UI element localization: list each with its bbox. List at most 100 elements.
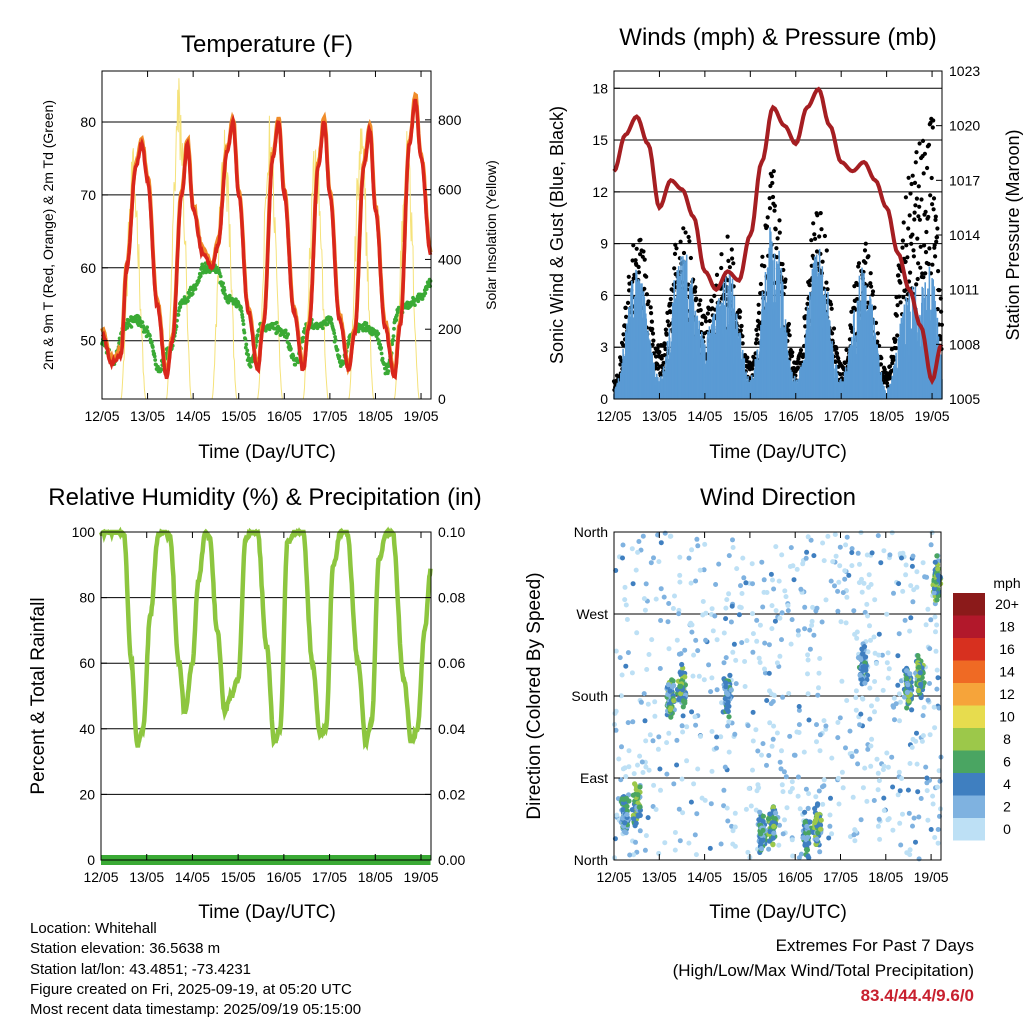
- direction-point: [636, 539, 642, 544]
- direction-point: [730, 545, 736, 550]
- winds-ytick-label-right: 1023: [949, 63, 980, 79]
- station-latlon: Station lat/lon: 43.4851; -73.4231: [30, 960, 252, 978]
- direction-point: [770, 842, 776, 848]
- temperature-ytick-label-left: 70: [80, 187, 96, 203]
- direction-point: [640, 533, 646, 539]
- direction-point: [652, 699, 658, 705]
- direction-point: [860, 651, 866, 657]
- direction-point: [885, 650, 891, 656]
- dewpoint-point: [333, 335, 337, 339]
- gust-point: [932, 243, 937, 248]
- gust-point: [817, 234, 822, 239]
- recent-timestamp: Most recent data timestamp: 2025/09/19 0…: [30, 1001, 362, 1019]
- direction-point: [678, 691, 684, 697]
- direction-point: [713, 582, 719, 587]
- gust-point: [877, 343, 882, 348]
- direction-point: [779, 610, 785, 616]
- dewpoint-point: [293, 362, 298, 367]
- direction-point: [726, 719, 732, 725]
- gust-point: [727, 265, 733, 270]
- direction-point: [884, 611, 890, 617]
- direction-point: [817, 849, 823, 855]
- direction-point: [754, 617, 760, 623]
- direction-point: [897, 718, 902, 724]
- gust-point: [915, 236, 920, 241]
- gust-point: [774, 246, 779, 251]
- direction-point: [645, 701, 651, 707]
- direction-point: [874, 696, 880, 702]
- direction-point: [783, 594, 789, 600]
- gust-point: [833, 359, 838, 364]
- gust-point: [636, 270, 642, 275]
- gust-point: [933, 254, 938, 259]
- winds-xtick-label: 19/05: [915, 408, 950, 424]
- direction-point: [769, 626, 775, 632]
- gust-point: [693, 285, 698, 290]
- gust-point: [631, 276, 636, 281]
- direction-point: [804, 549, 810, 555]
- gust-point: [625, 300, 631, 305]
- direction-point: [684, 724, 690, 730]
- direction-point: [821, 777, 827, 783]
- direction-point: [695, 543, 701, 549]
- direction-point: [791, 752, 797, 758]
- direction-point: [769, 743, 775, 749]
- direction-point: [750, 767, 755, 773]
- direction-point: [644, 667, 650, 672]
- direction-point: [935, 675, 941, 681]
- gust-point: [875, 339, 880, 344]
- dewpoint-point: [248, 364, 253, 369]
- gust-point: [847, 337, 853, 342]
- winds-ylabel-left: Sonic Wind & Gust (Blue, Black): [547, 106, 567, 364]
- gust-point: [930, 262, 935, 267]
- direction-point: [790, 563, 796, 569]
- direction-point: [796, 704, 802, 709]
- speed-legend-label: 12: [999, 686, 1015, 702]
- direction-point: [780, 831, 786, 837]
- direction-point: [798, 851, 804, 857]
- gust-point: [836, 356, 841, 361]
- direction-point: [728, 687, 734, 693]
- direction-point: [627, 852, 633, 858]
- direction-point: [680, 729, 686, 735]
- dewpoint-point: [176, 313, 181, 317]
- gust-point: [753, 341, 759, 346]
- solar-insolation-line: [166, 78, 192, 400]
- direction-point: [918, 681, 924, 687]
- direction-point: [725, 691, 731, 697]
- direction-point: [635, 762, 640, 768]
- direction-point: [625, 650, 631, 656]
- gust-point: [930, 125, 935, 130]
- direction-point: [809, 618, 815, 624]
- direction-point: [680, 670, 686, 676]
- direction-point: [655, 746, 661, 752]
- direction-point: [740, 555, 746, 561]
- direction-point: [693, 852, 699, 858]
- direction-point: [785, 608, 791, 614]
- direction-point: [709, 675, 715, 681]
- gust-point: [879, 356, 884, 361]
- dewpoint-point: [377, 339, 382, 344]
- direction-point: [639, 759, 645, 765]
- gust-point: [914, 282, 919, 287]
- dewpoint-point: [378, 342, 383, 347]
- direction-point: [701, 567, 707, 573]
- gust-point: [771, 169, 776, 174]
- gust-point: [935, 226, 940, 231]
- gust-point: [760, 254, 765, 259]
- direction-point: [689, 629, 695, 635]
- direction-point: [807, 627, 813, 633]
- direction-point: [734, 566, 740, 572]
- direction-point: [875, 787, 881, 793]
- speed-legend-swatch: [953, 728, 985, 751]
- gust-point: [719, 252, 724, 257]
- gust-point: [893, 337, 898, 342]
- gust-point: [911, 254, 917, 259]
- gust-point: [666, 323, 672, 328]
- direction-point: [664, 740, 670, 746]
- gust-point: [681, 226, 686, 231]
- humidity-xtick-label: 14/05: [175, 869, 210, 885]
- gust-point: [918, 244, 923, 249]
- dewpoint-point: [394, 313, 399, 318]
- direction-point: [757, 809, 763, 815]
